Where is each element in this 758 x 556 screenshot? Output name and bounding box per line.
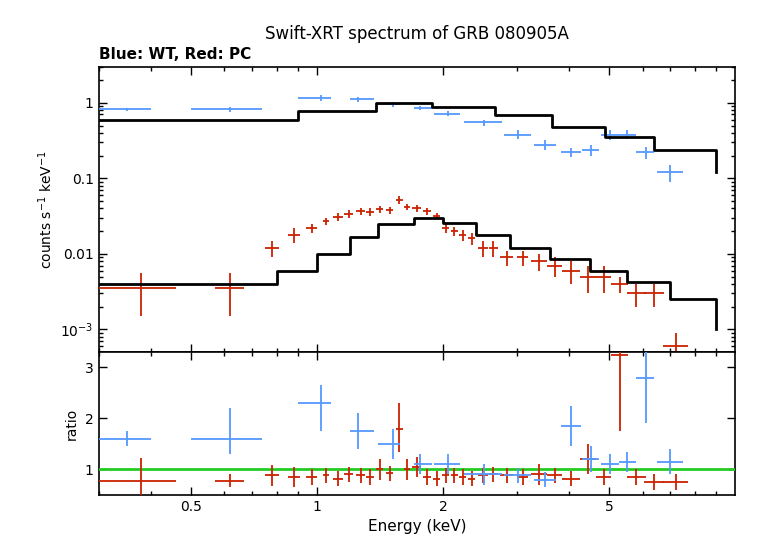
X-axis label: Energy (keV): Energy (keV) <box>368 519 466 534</box>
Y-axis label: ratio: ratio <box>65 408 80 440</box>
Text: Swift-XRT spectrum of GRB 080905A: Swift-XRT spectrum of GRB 080905A <box>265 25 568 43</box>
Text: Blue: WT, Red: PC: Blue: WT, Red: PC <box>99 47 251 62</box>
Y-axis label: counts s$^{-1}$ keV$^{-1}$: counts s$^{-1}$ keV$^{-1}$ <box>36 150 55 269</box>
